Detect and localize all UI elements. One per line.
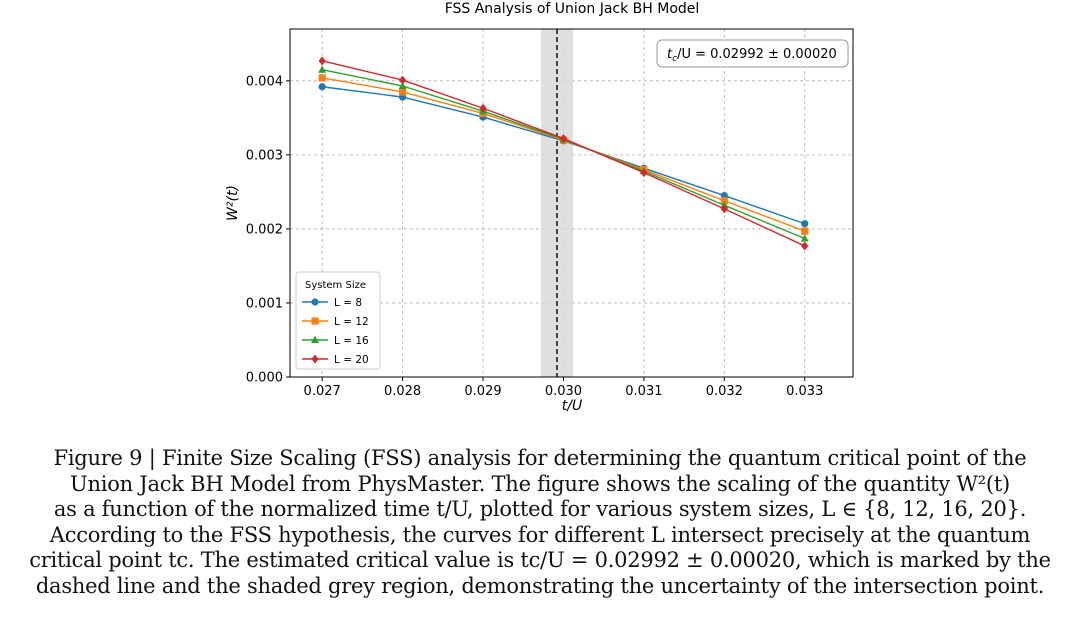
data-point bbox=[318, 74, 326, 82]
x-tick-label: 0.031 bbox=[625, 384, 662, 399]
y-tick-label: 0.000 bbox=[246, 371, 283, 386]
legend-title: System Size bbox=[305, 280, 366, 291]
legend-entry-4: L = 20 bbox=[302, 354, 369, 366]
data-point bbox=[720, 204, 728, 214]
data-point bbox=[318, 65, 327, 73]
caption-line-6: dashed line and the shaded grey region, … bbox=[35, 573, 1045, 598]
legend-label: L = 20 bbox=[334, 354, 369, 366]
critical-region bbox=[540, 29, 574, 377]
legend-entries: L = 8 L = 12 L = 16 L = 20 bbox=[302, 297, 369, 366]
caption-line-2: Union Jack BH Model from PhysMaster. The… bbox=[70, 471, 1010, 496]
legend-entry-2: L = 12 bbox=[302, 316, 369, 328]
x-tick-label: 0.029 bbox=[464, 384, 501, 399]
data-point bbox=[318, 83, 326, 91]
legend-marker bbox=[311, 317, 319, 325]
legend-marker bbox=[311, 354, 319, 364]
caption-line-5: critical point tc. The estimated critica… bbox=[29, 548, 1051, 573]
data-point bbox=[800, 234, 809, 242]
caption-line-1: Figure 9 | Finite Size Scaling (FSS) ana… bbox=[53, 446, 1027, 470]
caption-line-3: as a function of the normalized time t/U… bbox=[53, 497, 1027, 522]
chart-title: FSS Analysis of Union Jack BH Model bbox=[445, 1, 700, 17]
legend: System Size L = 8 L = 12 L = 16 L = 20 bbox=[295, 271, 381, 370]
y-tick-label: 0.001 bbox=[246, 296, 283, 311]
legend-marker bbox=[311, 298, 319, 306]
axis-ticks: 0.027 0.028 0.029 0.030 0.031 0.032 0.033 0.000… bbox=[246, 74, 824, 399]
data-point bbox=[318, 56, 326, 66]
annotation-sub: c bbox=[672, 54, 677, 64]
annotation-text: tc/U = 0.02992 ± 0.00020 bbox=[667, 47, 837, 64]
annotation-rest: /U = 0.02992 ± 0.00020 bbox=[677, 47, 837, 62]
y-tick-label: 0.004 bbox=[246, 74, 283, 89]
x-tick-label: 0.028 bbox=[384, 384, 421, 399]
series-4 bbox=[318, 56, 809, 251]
plot-frame bbox=[289, 28, 854, 378]
annotation-t: t bbox=[667, 47, 673, 62]
data-point bbox=[801, 220, 809, 228]
data-point bbox=[801, 241, 809, 251]
x-tick-label: 0.032 bbox=[706, 384, 743, 399]
legend-entry-3: L = 16 bbox=[302, 335, 369, 347]
legend-box bbox=[295, 271, 381, 370]
y-axis-label: W²(t) bbox=[225, 185, 241, 221]
series-group bbox=[318, 56, 809, 251]
figure-caption: Figure 9 | Finite Size Scaling (FSS) ana… bbox=[0, 446, 1080, 600]
legend-label: L = 12 bbox=[334, 316, 369, 328]
legend-label: L = 8 bbox=[334, 297, 362, 309]
data-point bbox=[559, 134, 568, 144]
x-tick-label: 0.033 bbox=[786, 384, 823, 399]
critical-value-annotation: tc/U = 0.02992 ± 0.00020 bbox=[656, 39, 849, 68]
data-point bbox=[398, 81, 407, 90]
data-point bbox=[640, 168, 648, 178]
legend-entry-1: L = 8 bbox=[302, 297, 362, 309]
data-point bbox=[399, 88, 407, 96]
legend-marker bbox=[311, 335, 319, 343]
annotation-box bbox=[656, 39, 849, 68]
fss-chart: FSS Analysis of Union Jack BH Model 0.02… bbox=[225, 1, 854, 414]
y-tick-label: 0.003 bbox=[246, 148, 283, 163]
x-axis-label: t/U bbox=[562, 398, 582, 414]
data-point bbox=[720, 197, 728, 205]
x-tick-label: 0.030 bbox=[545, 384, 582, 399]
data-point bbox=[479, 103, 487, 113]
y-tick-label: 0.002 bbox=[246, 222, 283, 237]
data-point bbox=[801, 227, 809, 235]
x-tick-label: 0.027 bbox=[304, 384, 341, 399]
data-point bbox=[399, 75, 407, 85]
legend-label: L = 16 bbox=[334, 335, 369, 347]
caption-line-4: According to the FSS hypothesis, the cur… bbox=[49, 522, 1031, 547]
